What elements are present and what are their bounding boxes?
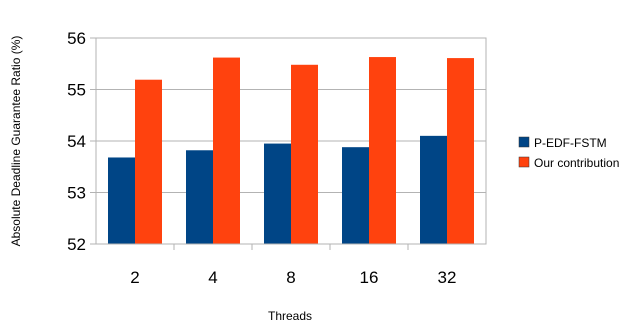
y-axis-ticks: 52 53 54 55 56 — [67, 29, 96, 254]
x-tick-label: 4 — [208, 268, 217, 287]
bar-our-contribution-32 — [447, 58, 474, 245]
plot-frame — [95, 37, 487, 245]
x-axis-ticks: 2 4 8 16 32 — [130, 244, 456, 287]
y-tick-label: 52 — [67, 235, 86, 254]
y-tick-label: 53 — [67, 184, 86, 203]
bar-p-edf-fstm-2 — [108, 157, 135, 244]
bar-p-edf-fstm-4 — [186, 150, 213, 244]
y-tick-label: 54 — [67, 132, 86, 151]
y-tick-label: 56 — [67, 29, 86, 48]
y-tick-label: 55 — [67, 81, 86, 100]
x-tick-label: 32 — [438, 268, 457, 287]
bars — [108, 57, 474, 245]
x-tick-label: 16 — [360, 268, 379, 287]
bar-our-contribution-16 — [369, 57, 396, 245]
bar-p-edf-fstm-16 — [342, 147, 369, 244]
bar-p-edf-fstm-8 — [264, 143, 291, 244]
x-axis-title: Threads — [268, 309, 312, 323]
legend-label: P-EDF-FSTM — [534, 136, 607, 150]
legend-label: Our contribution — [534, 156, 619, 170]
legend-swatch — [518, 156, 530, 168]
legend: P-EDF-FSTM Our contribution — [518, 136, 619, 170]
y-axis-title: Absolute Deadline Guarantee Ratio (%) — [9, 36, 23, 247]
bar-our-contribution-2 — [135, 79, 162, 244]
legend-swatch — [518, 136, 530, 148]
bar-p-edf-fstm-32 — [420, 135, 447, 244]
x-tick-label: 2 — [130, 268, 139, 287]
x-tick-label: 8 — [286, 268, 295, 287]
bar-our-contribution-8 — [291, 64, 318, 244]
bar-our-contribution-4 — [213, 57, 240, 244]
